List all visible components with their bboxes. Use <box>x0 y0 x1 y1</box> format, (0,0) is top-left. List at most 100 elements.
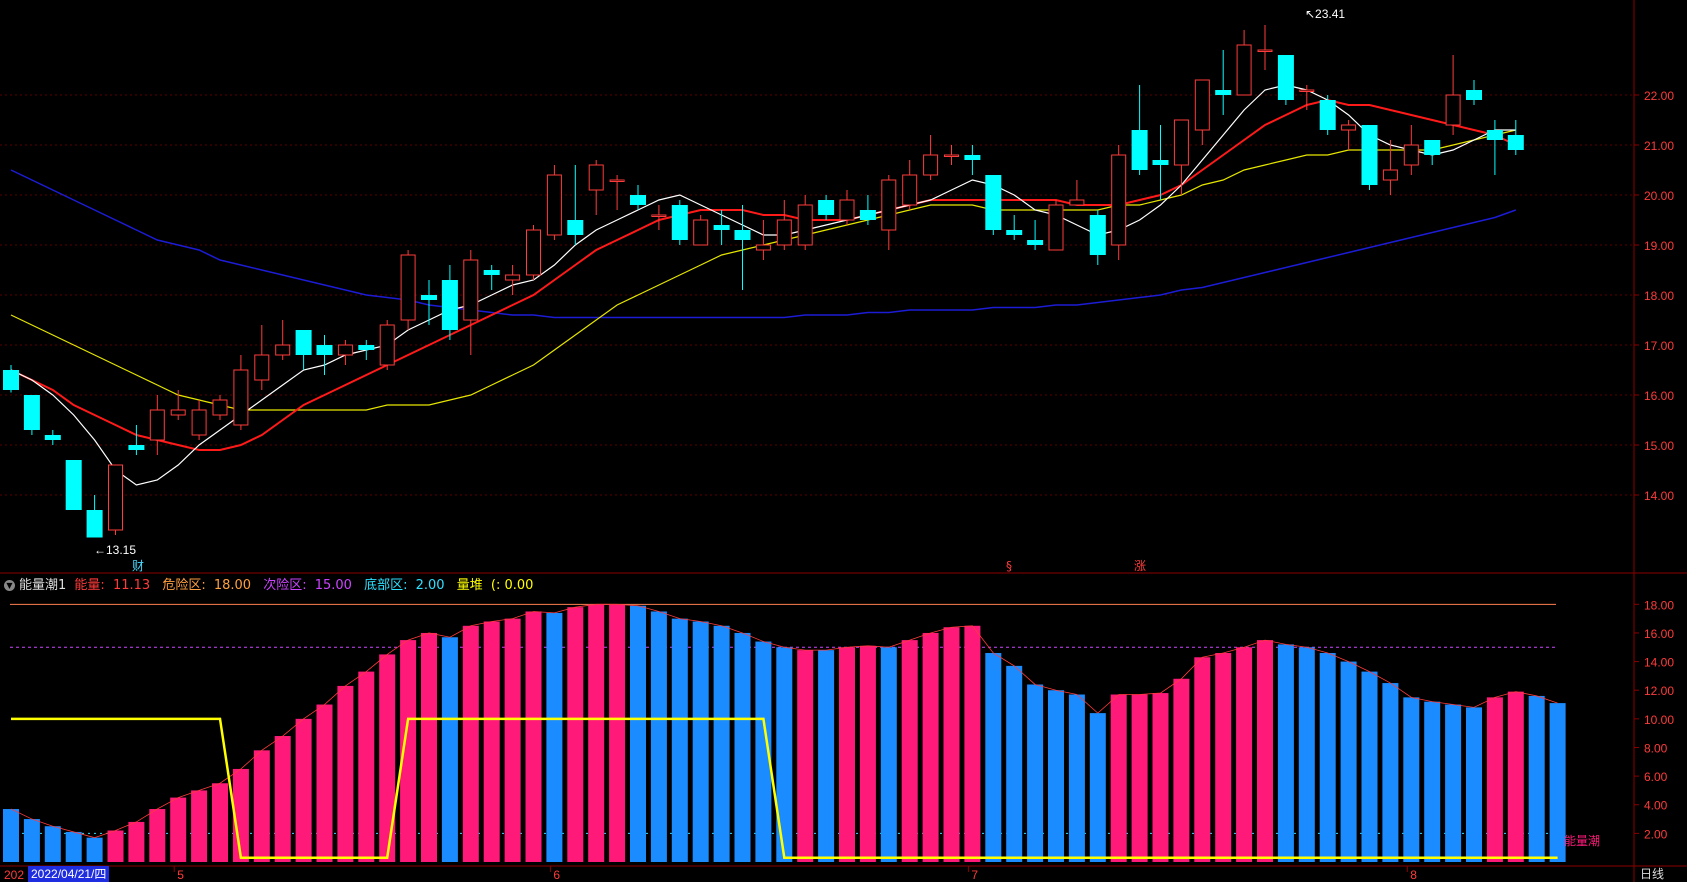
energy-bar <box>1068 694 1085 862</box>
energy-bar <box>1006 665 1023 862</box>
indicator-tick-label: 10.00 <box>1644 713 1674 727</box>
energy-histogram[interactable]: 能量潮 <box>3 603 1600 862</box>
candle-body-up <box>1194 79 1210 131</box>
time-axis: 202 5 6 7 8 <box>4 866 1417 882</box>
price-tick-label: 20.00 <box>1644 189 1674 203</box>
candle-body-up <box>400 254 416 321</box>
price-tick-label: 15.00 <box>1644 439 1674 453</box>
candle-body-down <box>65 460 82 510</box>
month-label: 6 <box>553 868 560 882</box>
indicator-axis: 18.00 16.00 14.00 12.00 10.00 8.00 6.00 4.00 2.0… <box>1634 598 1674 841</box>
price-tick-label: 14.00 <box>1644 489 1674 503</box>
energy-bar <box>546 612 563 862</box>
candle <box>609 175 625 210</box>
candle <box>191 400 207 440</box>
energy-bar <box>1424 701 1441 862</box>
energy-bar <box>671 618 688 862</box>
candle <box>755 220 771 260</box>
candle <box>1445 55 1461 135</box>
energy-bar <box>1194 657 1211 862</box>
candle <box>881 175 897 250</box>
candle <box>985 175 1002 235</box>
energy-bar <box>23 819 40 862</box>
candle <box>1069 180 1085 206</box>
candle-body-down <box>1215 90 1232 95</box>
energy-bar <box>316 704 333 862</box>
candle-body-down <box>964 155 981 160</box>
danger-value: 18.00 <box>213 578 252 593</box>
candle-body-down <box>316 345 333 355</box>
candle-body-down <box>1089 215 1106 255</box>
low-price-label: ←13.15 <box>94 543 136 557</box>
indicator-tick-label: 14.00 <box>1644 656 1674 670</box>
candle <box>902 160 918 210</box>
candle <box>839 190 855 225</box>
candle <box>441 265 458 340</box>
candle <box>1319 95 1336 135</box>
event-marker-zhang: 涨 <box>1134 558 1146 573</box>
candle <box>671 200 688 245</box>
candle <box>400 250 416 330</box>
collapse-icon[interactable]: ▼ <box>4 580 15 591</box>
energy-bar <box>504 618 521 862</box>
energy-bar <box>1131 694 1148 862</box>
candle <box>233 355 249 430</box>
energy-bar <box>86 837 103 862</box>
indicator-tick-label: 12.00 <box>1644 684 1674 698</box>
indicator-tick-label: 8.00 <box>1644 741 1668 755</box>
candle <box>693 215 709 246</box>
candle-body-down <box>1027 240 1044 245</box>
energy-bar <box>358 671 375 862</box>
indicator-tick-label: 2.00 <box>1644 827 1668 841</box>
energy-label: 能量: 11.13 <box>74 578 151 593</box>
energy-bar <box>1236 647 1253 862</box>
candle <box>776 200 792 250</box>
candle <box>944 145 959 165</box>
candle-body-up <box>463 259 479 321</box>
price-tick-label: 19.00 <box>1644 239 1674 253</box>
energy-bar <box>274 736 291 862</box>
candlestick-series[interactable] <box>3 25 1524 538</box>
energy-bar <box>1466 707 1482 862</box>
candle <box>1027 220 1044 250</box>
candle-body-down <box>441 280 458 330</box>
candle <box>295 330 312 370</box>
candle <box>1194 79 1210 145</box>
candle-body-up <box>170 409 186 416</box>
energy-bar <box>295 718 312 862</box>
candle-body-up <box>923 154 939 176</box>
candle-body-down <box>818 200 835 215</box>
energy-bar <box>421 632 437 862</box>
energy-bar <box>1257 640 1273 862</box>
candle <box>23 395 40 435</box>
event-marker-cai: 财 <box>132 559 144 573</box>
candle-body-down <box>734 230 751 240</box>
energy-bar <box>253 750 270 862</box>
energy-bar <box>797 650 814 862</box>
candle <box>1507 120 1524 155</box>
candle <box>1486 120 1503 175</box>
candle <box>713 210 730 245</box>
candle-body-up <box>233 369 249 426</box>
energy-bar <box>441 637 458 862</box>
candle-body-down <box>3 370 19 390</box>
energy-bar <box>818 650 835 862</box>
energy-bar <box>483 621 500 862</box>
bottom-value: 2.00 <box>415 578 445 593</box>
indicator-name[interactable]: 能量潮1 <box>19 578 67 593</box>
candle-body-down <box>567 220 584 235</box>
candle <box>379 320 395 370</box>
month-label: 5 <box>177 868 184 882</box>
candle-body-down <box>1486 130 1503 140</box>
danger-label: 危险区: 18.00 <box>162 578 252 593</box>
period-button[interactable]: 日线 <box>1640 867 1665 881</box>
candle <box>1403 125 1419 175</box>
energy-bar <box>859 645 876 862</box>
energy-bar <box>880 647 897 862</box>
candle <box>526 225 541 280</box>
candle <box>212 395 228 420</box>
energy-bar <box>1528 695 1545 862</box>
energy-bar <box>170 797 187 862</box>
indicator-tick-label: 4.00 <box>1644 799 1668 813</box>
